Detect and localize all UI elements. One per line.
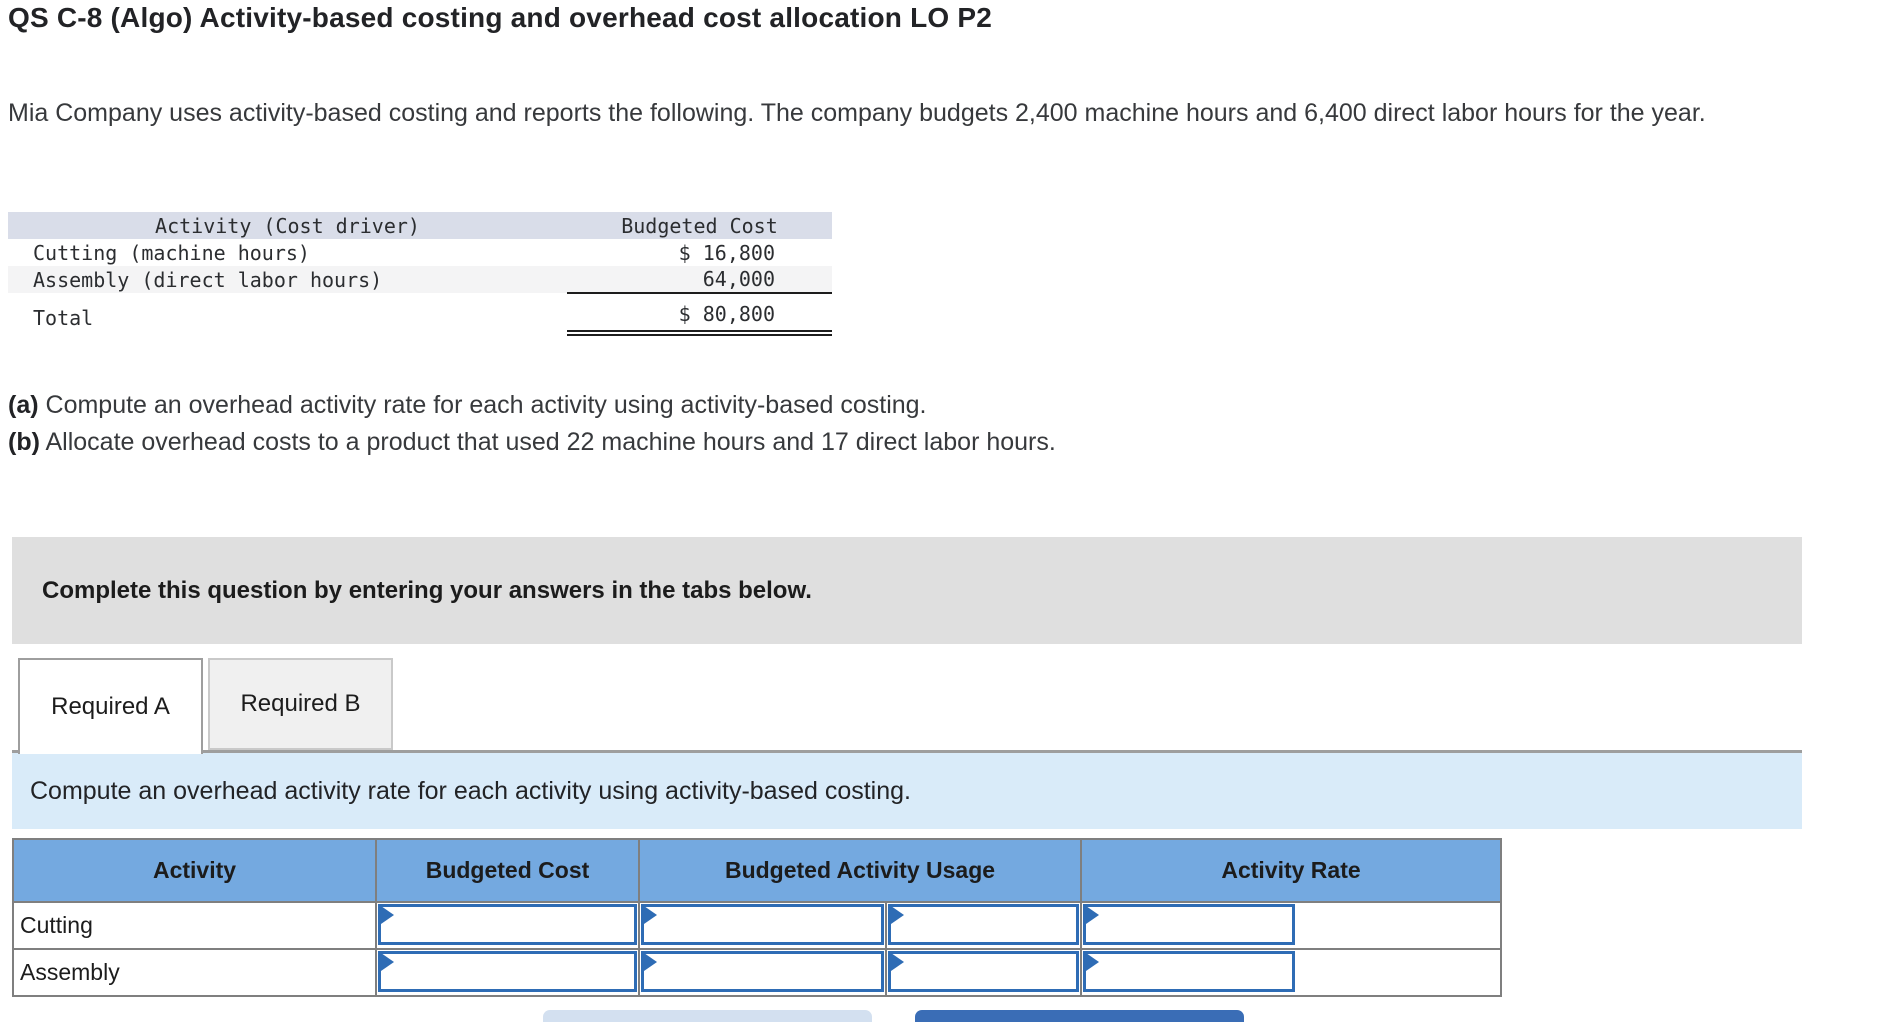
answer-table-header-row: Activity Budgeted Cost Budgeted Activity…	[12, 838, 1502, 903]
cell-entry-flag-icon	[381, 953, 394, 971]
tab-instruction-text: Compute an overhead activity rate for ea…	[30, 776, 911, 805]
answer-cell	[1080, 948, 1502, 997]
given-header-budgeted-cost: Budgeted Cost	[567, 212, 832, 239]
answer-cell	[885, 901, 1082, 950]
answer-header-activity: Activity	[12, 838, 377, 903]
answer-cell	[638, 901, 887, 950]
given-total-label: Total	[8, 302, 567, 333]
requirement-a: (a) Compute an overhead activity rate fo…	[8, 391, 927, 420]
cell-entry-flag-icon	[381, 906, 394, 924]
tab-required-a[interactable]: Required A	[18, 658, 203, 754]
answer-cell	[375, 901, 640, 950]
complete-question-banner: Complete this question by entering your …	[12, 537, 1802, 644]
cell-entry-flag-icon	[644, 953, 657, 971]
given-row-cutting-cost: $ 16,800	[567, 239, 832, 266]
assembly-activity-rate-input[interactable]	[1083, 951, 1295, 992]
cell-entry-flag-icon	[891, 953, 904, 971]
answer-cell	[885, 948, 1082, 997]
table-row: Total $ 80,800	[8, 302, 832, 336]
cell-entry-flag-icon	[1086, 953, 1099, 971]
tab-required-b[interactable]: Required B	[208, 658, 393, 750]
answer-header-activity-rate: Activity Rate	[1080, 838, 1502, 903]
tab-instruction-panel: Compute an overhead activity rate for ea…	[12, 753, 1802, 829]
question-title: QS C-8 (Algo) Activity-based costing and…	[8, 2, 993, 33]
bottom-nav-button-left[interactable]	[543, 1010, 872, 1022]
answer-row-assembly-label: Assembly	[12, 948, 377, 997]
complete-question-banner-text: Complete this question by entering your …	[42, 576, 812, 604]
answer-cell	[375, 948, 640, 997]
answer-cell	[1080, 901, 1502, 950]
bottom-nav-button-right[interactable]	[915, 1010, 1244, 1022]
assembly-budgeted-cost-input[interactable]	[378, 951, 637, 992]
answer-header-budgeted-cost: Budgeted Cost	[375, 838, 640, 903]
requirement-a-label: (a)	[8, 391, 39, 419]
answer-row-cutting: Cutting	[12, 901, 1502, 950]
table-spacer-row	[8, 293, 832, 302]
cutting-budgeted-cost-input[interactable]	[378, 904, 637, 945]
given-header-activity: Activity (Cost driver)	[8, 212, 567, 239]
answer-table: Activity Budgeted Cost Budgeted Activity…	[12, 838, 1502, 997]
given-cost-table: Activity (Cost driver) Budgeted Cost Cut…	[8, 212, 832, 336]
answer-row-assembly: Assembly	[12, 948, 1502, 997]
given-row-cutting-label: Cutting (machine hours)	[8, 239, 567, 266]
answer-cell	[638, 948, 887, 997]
assembly-activity-usage-unit-input[interactable]	[888, 951, 1079, 992]
requirement-b-label: (b)	[8, 428, 40, 456]
tab-required-b-label: Required B	[240, 690, 361, 717]
tab-required-a-label: Required A	[51, 693, 170, 720]
cell-entry-flag-icon	[1086, 906, 1099, 924]
table-row: Assembly (direct labor hours) 64,000	[8, 266, 832, 294]
requirement-b: (b) Allocate overhead costs to a product…	[8, 428, 1056, 457]
table-row: Cutting (machine hours) $ 16,800	[8, 239, 832, 266]
requirement-a-text: Compute an overhead activity rate for ea…	[38, 391, 927, 419]
cutting-activity-usage-unit-input[interactable]	[888, 904, 1079, 945]
cell-entry-flag-icon	[891, 906, 904, 924]
answer-header-budgeted-activity-usage: Budgeted Activity Usage	[638, 838, 1082, 903]
tab-strip-divider	[12, 750, 1802, 753]
given-table-header-row: Activity (Cost driver) Budgeted Cost	[8, 212, 832, 239]
given-row-assembly-label: Assembly (direct labor hours)	[8, 266, 567, 293]
assembly-activity-usage-input[interactable]	[641, 951, 884, 992]
cutting-activity-usage-input[interactable]	[641, 904, 884, 945]
question-intro: Mia Company uses activity-based costing …	[8, 99, 1706, 127]
cutting-activity-rate-input[interactable]	[1083, 904, 1295, 945]
requirement-b-text: Allocate overhead costs to a product tha…	[39, 428, 1056, 456]
given-row-assembly-cost: 64,000	[567, 266, 832, 294]
cell-entry-flag-icon	[644, 906, 657, 924]
given-total-value: $ 80,800	[567, 302, 832, 336]
answer-row-cutting-label: Cutting	[12, 901, 377, 950]
